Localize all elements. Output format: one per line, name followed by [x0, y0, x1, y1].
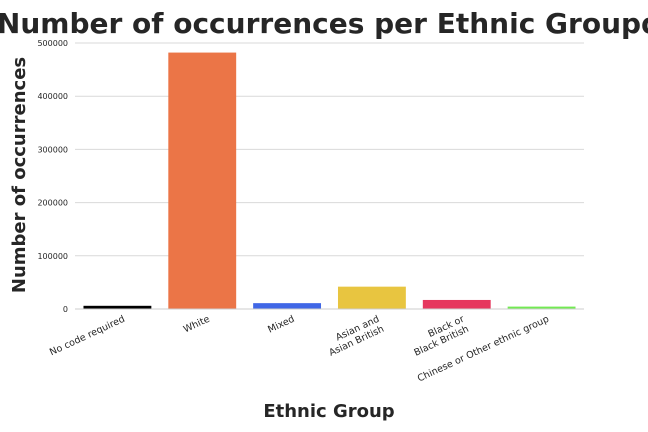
bar: [253, 303, 322, 309]
y-tick-label: 500000: [37, 39, 68, 48]
y-tick-label: 400000: [37, 92, 68, 101]
y-tick-label: 300000: [37, 145, 68, 154]
x-tick-label: Mixed: [266, 314, 296, 336]
x-tick-label: White: [182, 314, 212, 336]
bars: [83, 52, 576, 310]
gridlines: [75, 42, 584, 310]
y-tick-label: 200000: [37, 199, 68, 208]
y-tick-label: 0: [63, 305, 68, 314]
chart-title: Number of occurrences per Ethnic Groupd: [0, 7, 648, 40]
bar: [83, 305, 152, 309]
x-tick-label: Black orBlack British: [408, 314, 471, 359]
y-tick-label: 100000: [37, 252, 68, 261]
x-tick-labels: No code required White Mixed Asian andAsian…: [48, 314, 551, 385]
x-axis-label: Ethnic Group: [263, 401, 394, 422]
x-tick-label: No code required: [48, 314, 127, 358]
bar: [422, 299, 491, 309]
bar: [507, 306, 576, 309]
bar: [168, 52, 237, 310]
x-tick-label: Asian andAsian British: [323, 314, 386, 359]
y-tick-labels: 0 100000 200000 300000 400000 500000: [37, 39, 68, 314]
y-axis-label: Number of occurrences: [9, 57, 30, 293]
bar: [337, 286, 406, 309]
